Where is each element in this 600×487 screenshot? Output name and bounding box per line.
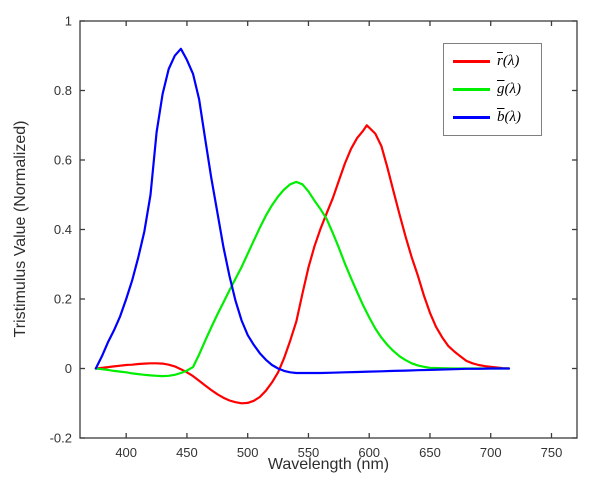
legend-label-g: g(λ) <box>497 80 522 97</box>
legend-label-r: r(λ) <box>497 54 519 69</box>
legend-line-blue <box>453 115 490 119</box>
legend-label-b-suffix: (λ) <box>504 108 522 125</box>
legend-label-g-suffix: (λ) <box>504 80 522 97</box>
legend-label-r-suffix: (λ) <box>502 53 520 70</box>
svg-text:0.2: 0.2 <box>54 292 72 307</box>
legend-label-r-letter: r <box>497 53 503 70</box>
legend-label-g-letter: g <box>497 80 505 97</box>
svg-text:700: 700 <box>480 445 502 460</box>
legend-item-r: r(λ) <box>453 54 541 69</box>
svg-text:600: 600 <box>358 445 380 460</box>
svg-text:1: 1 <box>65 14 72 29</box>
svg-text:500: 500 <box>237 445 259 460</box>
y-axis-label: Tristimulus Value (Normalized) <box>12 120 29 338</box>
svg-text:450: 450 <box>176 445 198 460</box>
svg-text:0: 0 <box>65 361 72 376</box>
legend-box: r(λ) g(λ) b(λ) <box>443 43 542 136</box>
svg-text:400: 400 <box>115 445 137 460</box>
legend-line-red <box>453 60 490 64</box>
legend-label-b: b(λ) <box>497 108 522 125</box>
legend-line-green <box>453 87 490 91</box>
svg-text:-0.2: -0.2 <box>50 431 72 446</box>
svg-text:0.4: 0.4 <box>54 222 72 237</box>
x-axis-label: Wavelength (nm) <box>267 456 390 473</box>
svg-text:0.6: 0.6 <box>54 153 72 168</box>
legend-item-b: b(λ) <box>453 108 541 125</box>
svg-text:550: 550 <box>298 445 320 460</box>
svg-text:650: 650 <box>419 445 441 460</box>
svg-text:0.8: 0.8 <box>54 83 72 98</box>
legend-item-g: g(λ) <box>453 80 541 97</box>
legend-label-b-letter: b <box>497 108 505 125</box>
svg-text:750: 750 <box>541 445 563 460</box>
